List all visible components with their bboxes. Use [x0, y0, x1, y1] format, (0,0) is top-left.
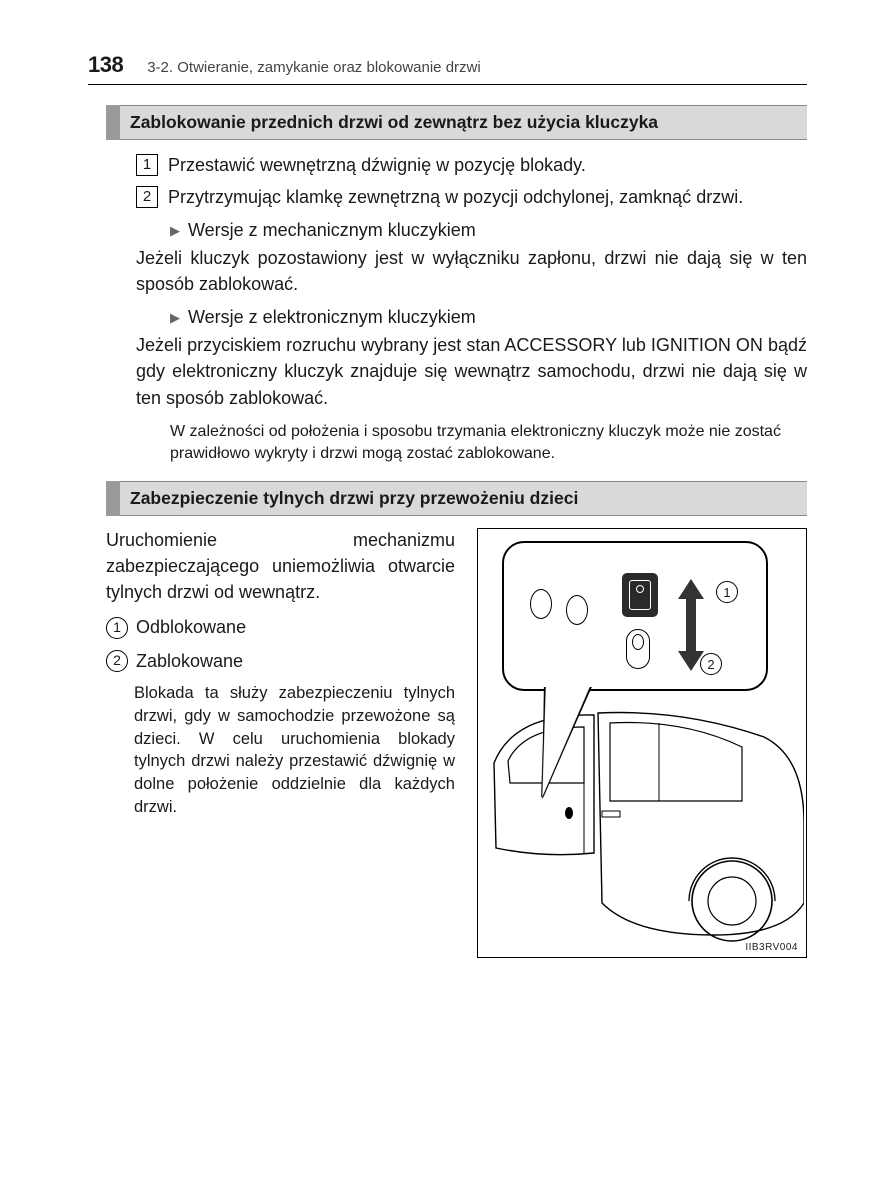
section-tab-icon — [106, 105, 120, 140]
note-text: W zależności od położenia i sposobu trzy… — [136, 421, 807, 466]
car-door-illustration-icon — [484, 703, 804, 943]
step-number-box: 1 — [136, 154, 158, 176]
breadcrumb: 3-2. Otwieranie, zamykanie oraz blokowan… — [147, 59, 480, 76]
bullet-text: Wersje z mechanicznym kluczykiem — [188, 220, 476, 241]
step-number-box: 2 — [136, 186, 158, 208]
section-heading-2: Zabezpieczenie tylnych drzwi przy przewo… — [106, 481, 807, 516]
child-safety-badge-icon — [622, 573, 658, 617]
page-number: 138 — [88, 52, 123, 78]
page-header: 138 3-2. Otwieranie, zamykanie oraz blok… — [88, 52, 807, 78]
triangle-icon: ▶ — [170, 223, 180, 239]
paragraph: Jeżeli kluczyk pozostawiony jest w wyłąc… — [136, 245, 807, 297]
option-number-circle: 1 — [106, 617, 128, 639]
header-rule — [88, 84, 807, 85]
option-label: Odblokowane — [136, 615, 246, 641]
lock-lever-icon — [626, 629, 650, 669]
section-title: Zabezpieczenie tylnych drzwi przy przewo… — [120, 481, 807, 516]
option-locked: 2 Zablokowane — [106, 649, 455, 675]
step-1: 1 Przestawić wewnętrzną dźwignię w pozyc… — [136, 152, 807, 178]
option-label: Zablokowane — [136, 649, 243, 675]
bullet-text: Wersje z elektronicznym kluczykiem — [188, 307, 476, 328]
option-unlocked: 1 Odblokowane — [106, 615, 455, 641]
figure-code: IIB3RV004 — [745, 942, 798, 953]
description-paragraph: Blokada ta służy zabezpieczeniu tylnych … — [106, 682, 455, 819]
step-text: Przestawić wewnętrzną dźwignię w pozycję… — [168, 152, 586, 178]
callout-label-1: 1 — [716, 581, 738, 603]
figure-callout: 1 2 — [502, 541, 768, 691]
variant-bullet-electronic: ▶ Wersje z elektronicznym kluczykiem — [170, 307, 807, 328]
door-panel-hole-icon — [530, 589, 552, 619]
section-title: Zablokowanie przednich drzwi od zewnątrz… — [120, 105, 807, 140]
variant-bullet-mechanical: ▶ Wersje z mechanicznym kluczykiem — [170, 220, 807, 241]
section-tab-icon — [106, 481, 120, 516]
door-panel-hole-icon — [566, 595, 588, 625]
option-number-circle: 2 — [106, 650, 128, 672]
step-text: Przytrzymując klamkę zewnętrzną w pozycj… — [168, 184, 743, 210]
triangle-icon: ▶ — [170, 310, 180, 326]
step-2: 2 Przytrzymując klamkę zewnętrzną w pozy… — [136, 184, 807, 210]
callout-label-2: 2 — [700, 653, 722, 675]
section-heading-1: Zablokowanie przednich drzwi od zewnątrz… — [106, 105, 807, 140]
child-lock-figure: 1 2 — [477, 528, 807, 958]
paragraph: Jeżeli przyciskiem rozruchu wybrany jest… — [136, 332, 807, 410]
intro-paragraph: Uruchomienie mechanizmu zabezpieczająceg… — [106, 528, 455, 605]
